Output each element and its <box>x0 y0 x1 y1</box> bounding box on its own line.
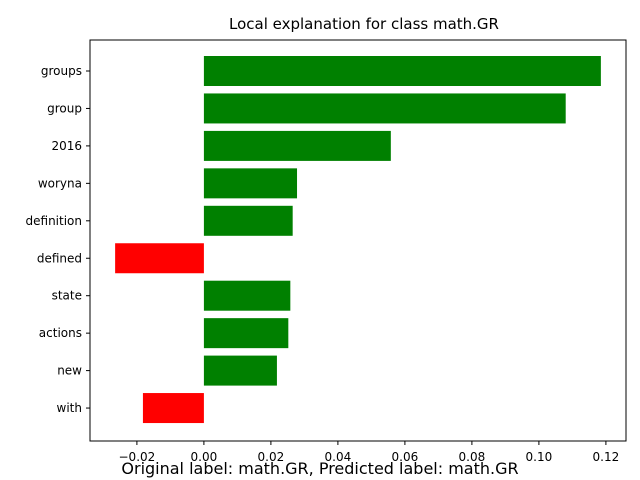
bar-new <box>203 355 277 386</box>
ytick-label: group <box>47 101 82 115</box>
bar-2016 <box>203 130 391 161</box>
ytick-label: definition <box>26 214 82 228</box>
bar-groups <box>203 56 601 86</box>
bar-woryna <box>203 168 298 199</box>
xtick-label: 0.06 <box>392 450 419 464</box>
ytick-label: with <box>57 401 82 415</box>
xtick-label: 0.02 <box>258 450 285 464</box>
xtick-label: 0.00 <box>191 450 218 464</box>
label-caption: Original label: math.GR, Predicted label… <box>121 459 519 478</box>
xtick-label: 0.12 <box>593 450 620 464</box>
ytick-label: 2016 <box>51 139 82 153</box>
bar-with <box>142 393 204 424</box>
ytick-label: groups <box>41 64 82 78</box>
ytick-label: woryna <box>38 176 82 190</box>
xtick-label: 0.04 <box>325 450 352 464</box>
chart-title: Local explanation for class math.GR <box>229 15 499 33</box>
bar-actions <box>203 318 289 349</box>
xtick-label: −0.02 <box>119 450 156 464</box>
bar-state <box>203 280 291 311</box>
xtick-label: 0.10 <box>526 450 553 464</box>
bar-defined <box>115 243 204 274</box>
bar-group <box>203 93 566 124</box>
xtick-label: 0.08 <box>459 450 486 464</box>
plot-area: groups group 2016 woryna definition defined st… <box>26 39 627 464</box>
ytick-label: new <box>57 364 82 378</box>
ytick-label: state <box>52 289 82 303</box>
bar-definition <box>203 205 293 236</box>
ytick-label: defined <box>37 251 82 265</box>
axes-frame <box>89 39 627 442</box>
ytick-label: actions <box>39 326 82 340</box>
